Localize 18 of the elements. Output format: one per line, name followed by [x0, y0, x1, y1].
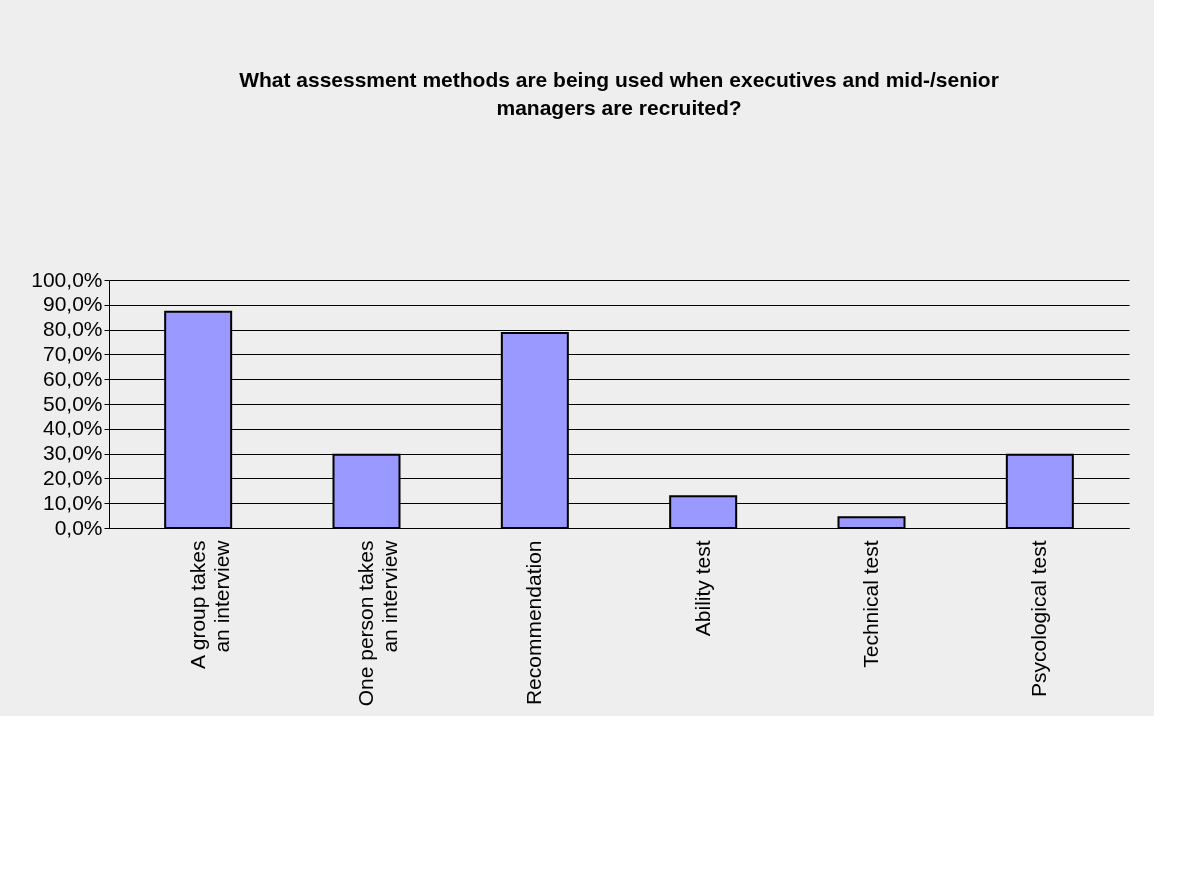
y-tick-label: 100,0%	[31, 267, 103, 291]
y-tick-label: 20,0%	[42, 465, 103, 489]
y-tick-label: 90,0%	[42, 292, 103, 316]
y-tick-label: 40,0%	[42, 416, 103, 440]
y-tick-label: 30,0%	[42, 441, 103, 465]
y-tick-label: 50,0%	[42, 391, 103, 415]
y-tick-label: 60,0%	[42, 366, 103, 390]
x-tick-label: Technical test	[859, 540, 882, 668]
x-tick-label: Ability test	[690, 540, 714, 637]
x-tick-label: One person takes an interview	[354, 539, 401, 707]
chart-title: What assessment methods are being used when executives and mid-/senior managers are recruited?	[239, 68, 999, 119]
x-tick-label: Recommendation	[522, 540, 546, 706]
y-tick-label: 70,0%	[42, 341, 103, 365]
y-tick-label: 80,0%	[42, 317, 103, 341]
x-tick-label: A group takes an interview	[185, 539, 233, 669]
x-tick-label: Psycological test	[1027, 540, 1051, 697]
y-tick-label: 10,0%	[42, 490, 103, 514]
y-tick-label: 0,0%	[54, 515, 103, 539]
